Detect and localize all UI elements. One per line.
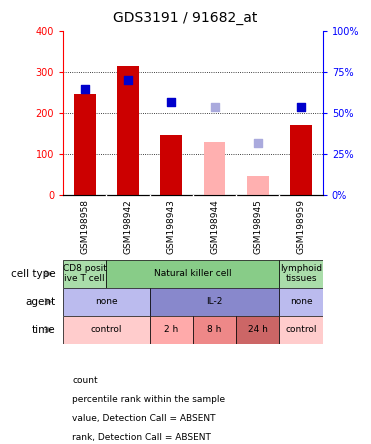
Point: [168, 98, 174, 105]
Text: 2 h: 2 h: [164, 325, 178, 334]
Point: [211, 103, 217, 110]
Bar: [150, 288, 279, 316]
Text: GDS3191 / 91682_at: GDS3191 / 91682_at: [113, 11, 258, 25]
Text: count: count: [72, 376, 98, 385]
Text: IL-2: IL-2: [206, 297, 223, 306]
Bar: [290, 125, 312, 195]
Point: [255, 139, 261, 147]
Bar: [106, 260, 279, 288]
Text: GSM198944: GSM198944: [210, 199, 219, 254]
Point: [82, 85, 88, 92]
Bar: [193, 316, 236, 344]
Text: cell type: cell type: [11, 269, 56, 279]
Bar: [161, 135, 182, 195]
Text: control: control: [91, 325, 122, 334]
Bar: [236, 316, 279, 344]
Bar: [279, 316, 323, 344]
Text: 24 h: 24 h: [248, 325, 268, 334]
Bar: [150, 316, 193, 344]
Bar: [63, 316, 150, 344]
Text: none: none: [290, 297, 312, 306]
Text: GSM198945: GSM198945: [253, 199, 262, 254]
Bar: [74, 94, 96, 195]
Point: [125, 77, 131, 84]
Text: GSM198958: GSM198958: [80, 199, 89, 254]
Bar: [279, 260, 323, 288]
Text: rank, Detection Call = ABSENT: rank, Detection Call = ABSENT: [72, 433, 211, 442]
Text: value, Detection Call = ABSENT: value, Detection Call = ABSENT: [72, 414, 216, 423]
Text: 8 h: 8 h: [207, 325, 222, 334]
Text: GSM198959: GSM198959: [297, 199, 306, 254]
Text: GSM198942: GSM198942: [124, 199, 132, 254]
Text: CD8 posit
ive T cell: CD8 posit ive T cell: [63, 264, 106, 283]
Text: GSM198943: GSM198943: [167, 199, 176, 254]
Text: Natural killer cell: Natural killer cell: [154, 269, 232, 278]
Point: [298, 103, 304, 110]
Bar: [63, 260, 106, 288]
Bar: [247, 176, 269, 195]
Text: lymphoid
tissues: lymphoid tissues: [280, 264, 322, 283]
Text: percentile rank within the sample: percentile rank within the sample: [72, 395, 226, 404]
Bar: [63, 288, 150, 316]
Text: agent: agent: [26, 297, 56, 307]
Bar: [117, 66, 139, 195]
Text: none: none: [95, 297, 118, 306]
Text: control: control: [285, 325, 317, 334]
Bar: [204, 142, 226, 195]
Bar: [279, 288, 323, 316]
Text: time: time: [32, 325, 56, 335]
